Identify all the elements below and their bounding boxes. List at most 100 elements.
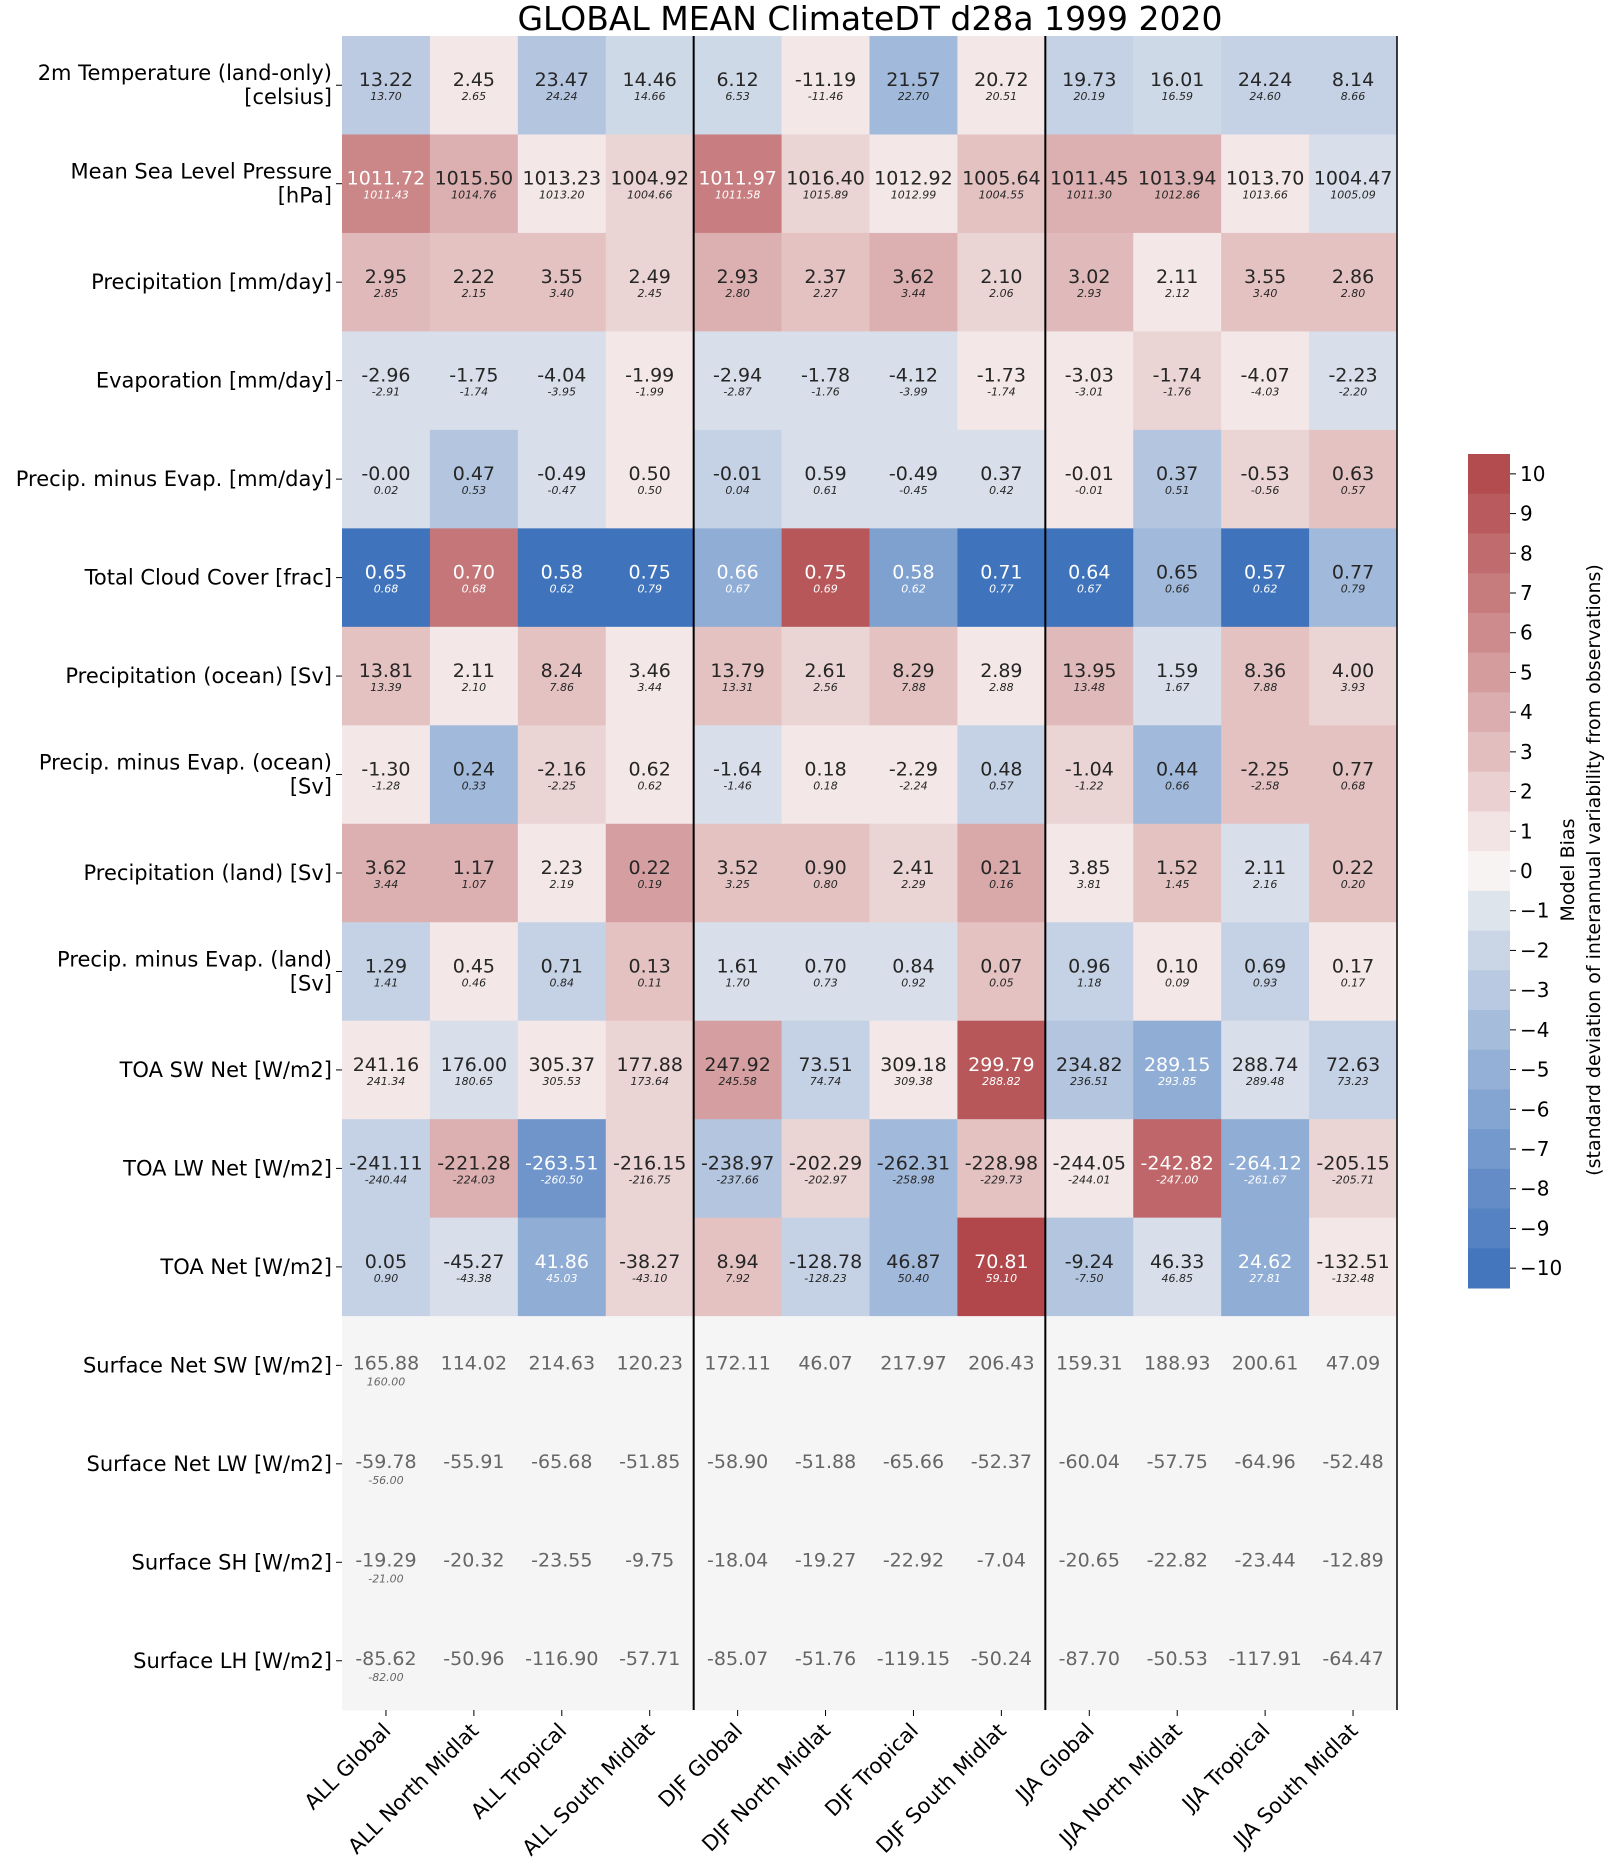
cell-reference-value: -1.74: [987, 386, 1015, 399]
cell-value: -1.30: [361, 759, 410, 781]
cell-value: -52.37: [971, 1451, 1032, 1473]
heatmap-cell: [1309, 1513, 1398, 1613]
heatmap-cell: [517, 1020, 607, 1120]
cell-value: 23.47: [535, 69, 589, 91]
heatmap-cell: [429, 1020, 519, 1120]
colorbar-tick-label: 4: [1520, 700, 1533, 724]
cell-reference-value: 0.90: [374, 1272, 399, 1285]
heatmap-cell: [342, 232, 431, 332]
colorbar-level: [1468, 1168, 1510, 1210]
cell-value: 19.73: [1062, 69, 1116, 91]
cell-reference-value: 1013.66: [1242, 189, 1288, 202]
cell-value: -2.23: [1328, 365, 1377, 387]
heatmap-cell: [957, 1513, 1046, 1613]
heatmap-cell: [1309, 429, 1398, 529]
cell-value: -85.07: [707, 1648, 768, 1670]
heatmap-cell: [342, 331, 431, 431]
cell-value: 72.63: [1326, 1054, 1380, 1076]
cell-value: 0.44: [1156, 759, 1198, 781]
colorbar-level: [1468, 533, 1510, 574]
cell-reference-value: 74.74: [810, 1075, 842, 1088]
heatmap-cell: [1309, 528, 1398, 628]
heatmap-cell: [342, 922, 431, 1022]
heatmap-cell: [1045, 1119, 1134, 1219]
heatmap-cell: [1045, 134, 1134, 234]
heatmap-cell: [781, 232, 870, 332]
cell-value: 13.81: [359, 660, 413, 682]
cell-value: -52.48: [1322, 1451, 1383, 1473]
heatmap-cell: [1309, 626, 1398, 726]
cell-value: 3.55: [541, 266, 583, 288]
colorbar-level: [1468, 493, 1510, 534]
cell-value: -59.78: [355, 1451, 416, 1473]
cell-reference-value: 0.92: [901, 976, 926, 989]
cell-reference-value: 0.57: [989, 780, 1014, 793]
heatmap-cell: [957, 823, 1046, 923]
cell-value: 24.24: [1238, 69, 1292, 91]
heatmap-cell: [1133, 922, 1222, 1022]
row-label-line: [celsius]: [244, 85, 332, 109]
heatmap-cell: [342, 429, 431, 529]
heatmap-cell: [1133, 823, 1222, 923]
heatmap-cell: [605, 922, 695, 1022]
heatmap-cell: [429, 1316, 519, 1416]
cell-reference-value: -229.73: [980, 1173, 1022, 1186]
heatmap-cell: [605, 528, 695, 628]
cell-reference-value: 0.61: [813, 484, 838, 497]
cell-reference-value: 1012.99: [891, 189, 937, 202]
row-label-line: Mean Sea Level Pressure: [71, 160, 332, 184]
cell-reference-value: 1.41: [374, 976, 399, 989]
cell-value: 3.46: [629, 660, 671, 682]
colorbar-level: [1468, 573, 1510, 614]
heatmap-cell: [781, 528, 870, 628]
heatmap-cell: [957, 134, 1046, 234]
heatmap-cell: [693, 1513, 783, 1613]
cell-value: 8.29: [892, 660, 934, 682]
heatmap-cell: [957, 1414, 1046, 1514]
cell-value: -51.85: [619, 1451, 680, 1473]
heatmap-cell: [957, 36, 1046, 135]
cell-value: 247.92: [704, 1054, 770, 1076]
cell-reference-value: 0.67: [1077, 583, 1102, 596]
heatmap-cell: [1309, 232, 1398, 332]
cell-reference-value: 1004.66: [627, 189, 673, 202]
heatmap-cell: [1045, 528, 1134, 628]
heatmap-cell: [429, 1217, 519, 1317]
cell-reference-value: -205.71: [1332, 1173, 1374, 1186]
heatmap-cell: [693, 528, 783, 628]
cell-reference-value: -2.91: [372, 386, 400, 399]
cell-reference-value: -82.00: [368, 1671, 403, 1684]
heatmap-cell: [429, 134, 519, 234]
cell-reference-value: 0.18: [813, 780, 838, 793]
cell-reference-value: 20.19: [1074, 90, 1106, 103]
colorbar-tick-label: 3: [1520, 740, 1533, 764]
cell-reference-value: 2.80: [725, 287, 750, 300]
cell-reference-value: 1013.20: [539, 189, 585, 202]
heatmap-cell: [1133, 1217, 1222, 1317]
heatmap-cell: [1221, 1020, 1310, 1120]
cell-value: 1013.94: [1138, 168, 1217, 190]
heatmap-cell: [1221, 528, 1310, 628]
cell-value: -4.04: [537, 365, 586, 387]
cell-reference-value: -21.00: [368, 1572, 403, 1585]
cell-value: -45.27: [443, 1251, 504, 1273]
heatmap-cell: [1309, 823, 1398, 923]
heatmap-cell: [429, 1513, 519, 1613]
column-label: DJF Global: [654, 1719, 747, 1812]
heatmap-cell: [1045, 1316, 1134, 1416]
cell-value: 0.37: [980, 463, 1022, 485]
cell-value: -50.53: [1147, 1648, 1208, 1670]
cell-value: 1013.23: [523, 168, 602, 190]
cell-value: 0.45: [453, 955, 495, 977]
heatmap-cell: [429, 626, 519, 726]
heatmap-cell: [1309, 1611, 1398, 1711]
heatmap-cell: [342, 134, 431, 234]
heatmap-cell: [781, 429, 870, 529]
heatmap-cell: [1045, 1611, 1134, 1711]
cell-value: 0.21: [980, 857, 1022, 879]
cell-reference-value: 0.67: [725, 583, 750, 596]
cell-value: 73.51: [798, 1054, 852, 1076]
cell-value: 217.97: [880, 1352, 946, 1374]
